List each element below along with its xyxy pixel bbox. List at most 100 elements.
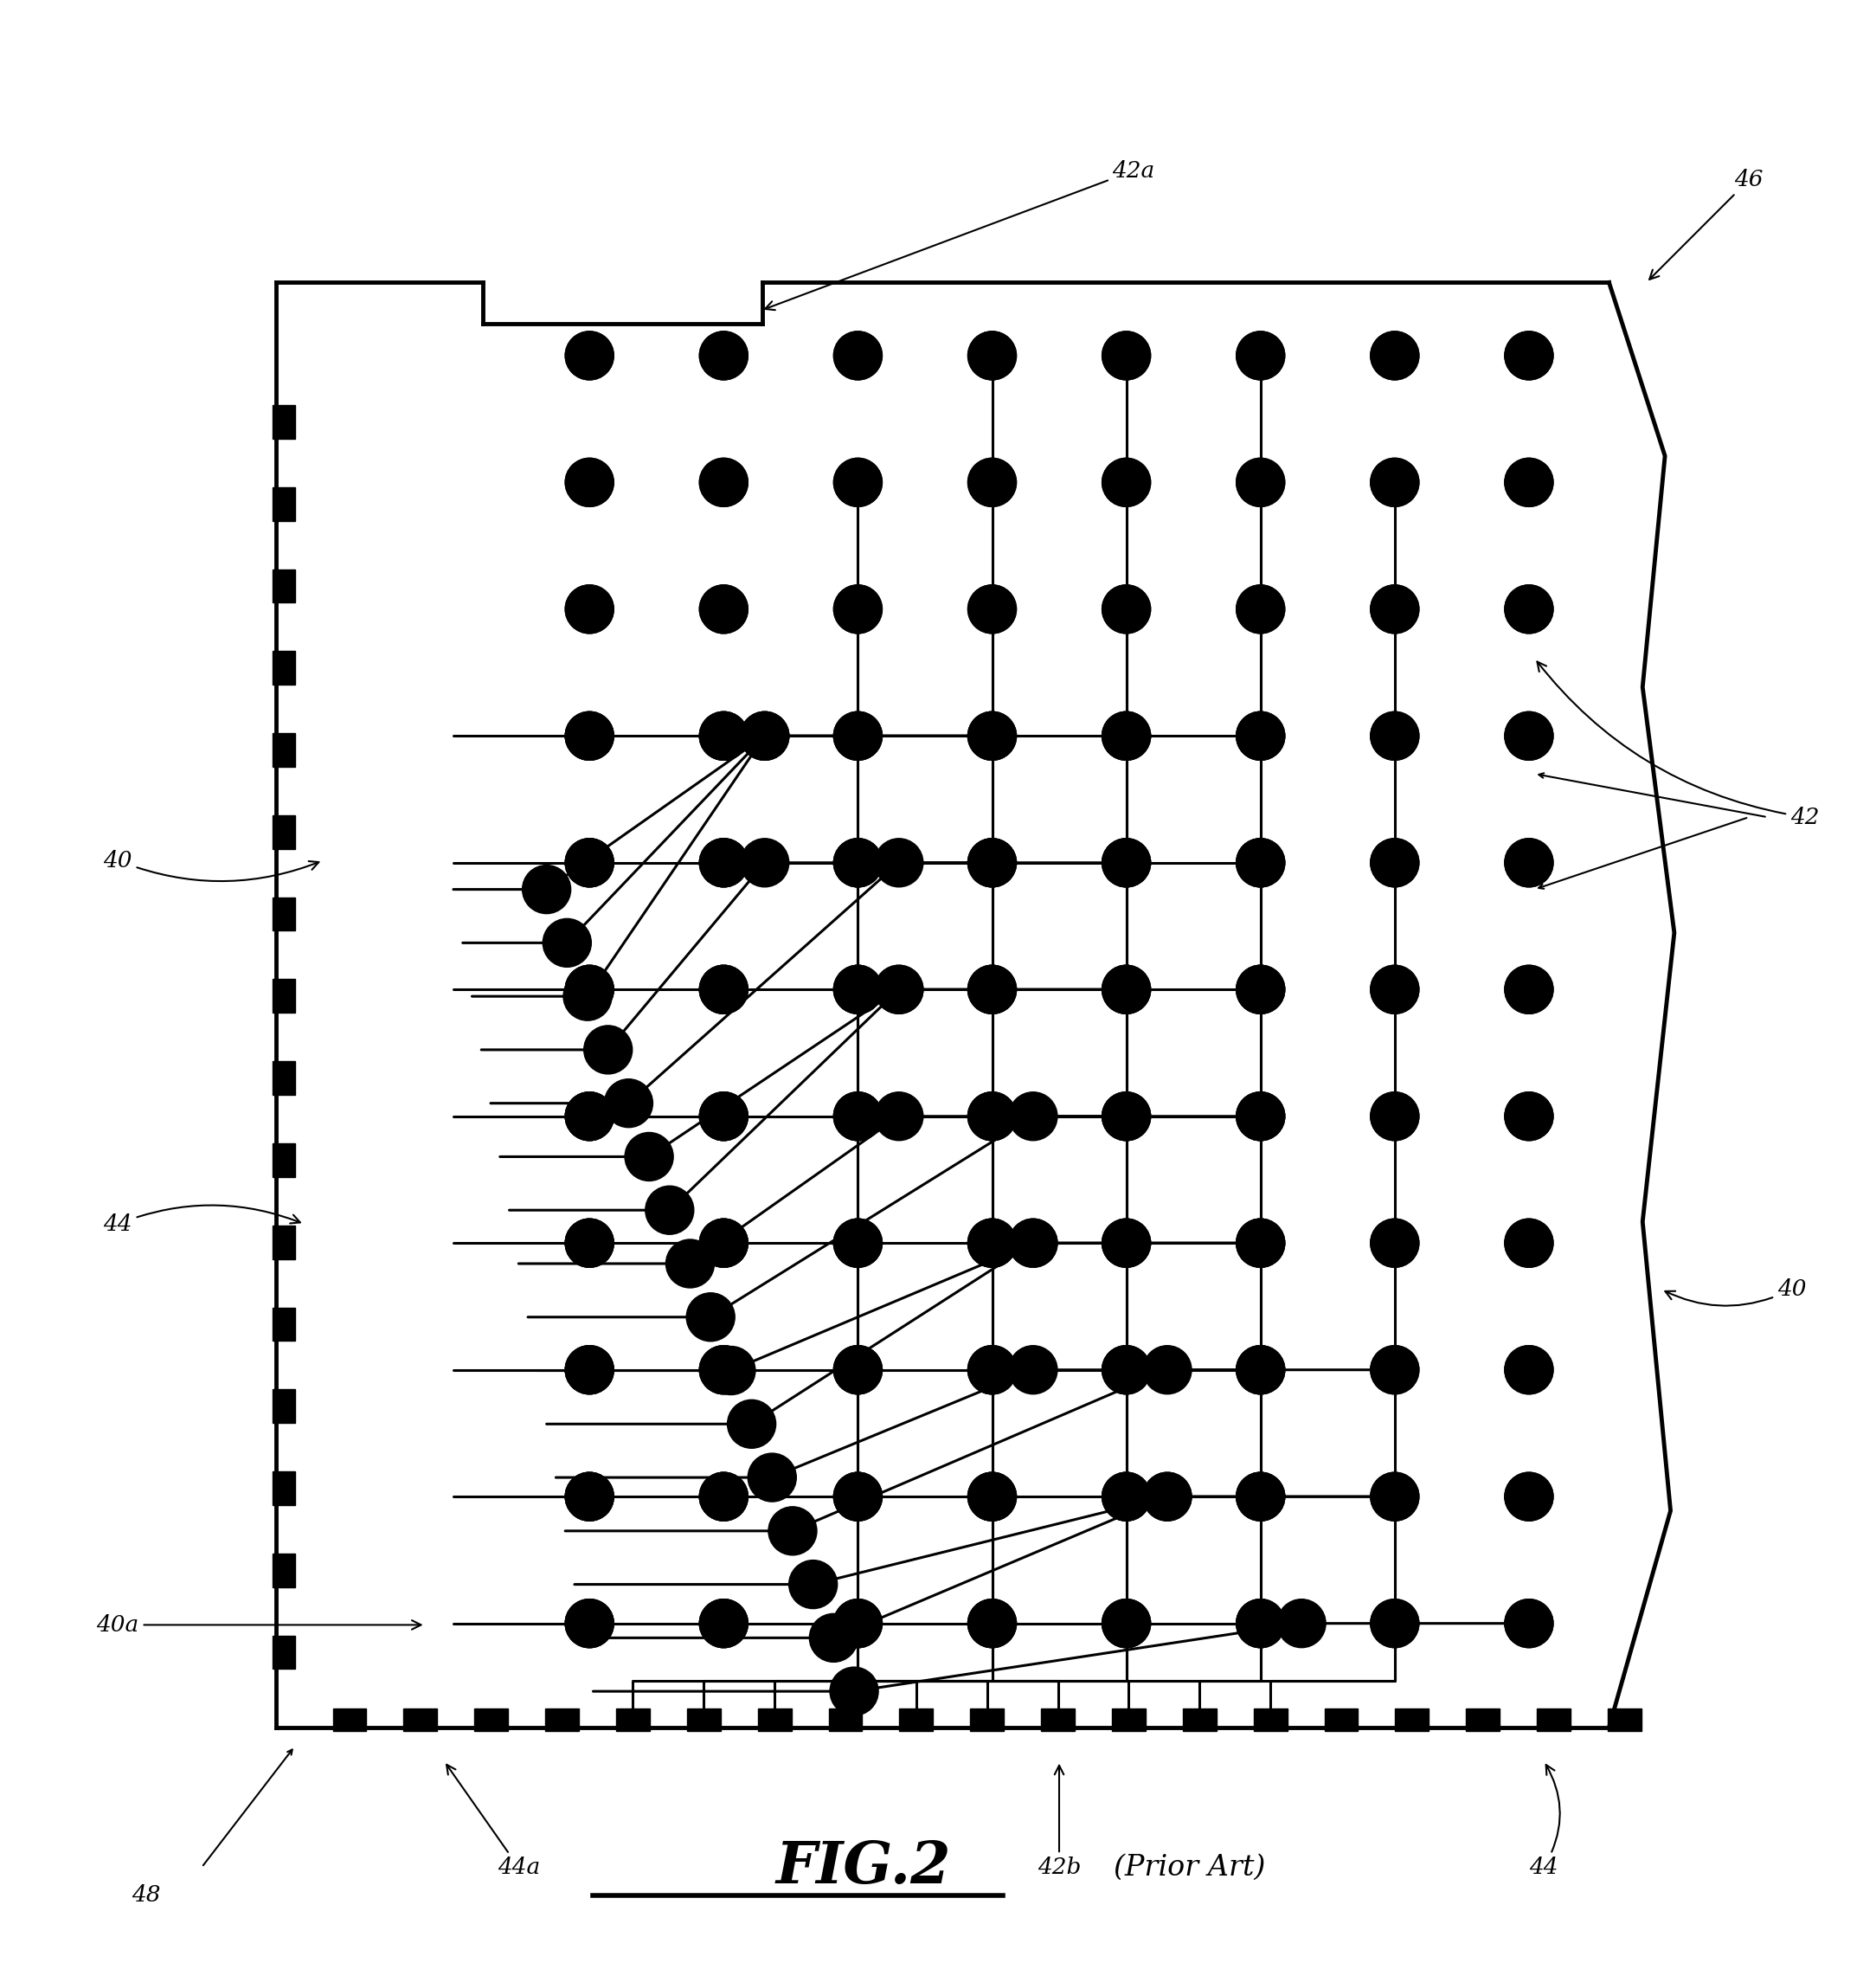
Bar <box>1467 1708 1499 1730</box>
Bar <box>332 1708 366 1730</box>
Circle shape <box>1371 712 1418 761</box>
Circle shape <box>1371 1219 1418 1266</box>
Circle shape <box>565 1346 613 1393</box>
Circle shape <box>833 1219 882 1266</box>
Circle shape <box>833 585 882 634</box>
Text: 42: 42 <box>1536 662 1820 828</box>
Circle shape <box>1371 1346 1418 1393</box>
Circle shape <box>700 331 749 381</box>
Circle shape <box>1101 1092 1150 1140</box>
Circle shape <box>968 458 1017 507</box>
Bar <box>272 404 295 438</box>
Text: 42b: 42b <box>1037 1766 1081 1879</box>
Circle shape <box>968 331 1017 381</box>
Circle shape <box>968 1599 1017 1647</box>
Circle shape <box>565 1346 613 1393</box>
Circle shape <box>833 838 882 888</box>
Circle shape <box>1505 1599 1553 1647</box>
Circle shape <box>1236 1092 1285 1140</box>
Circle shape <box>833 1473 882 1520</box>
Circle shape <box>1236 838 1285 888</box>
Text: FIG.2: FIG.2 <box>777 1839 951 1895</box>
Circle shape <box>1505 1219 1553 1266</box>
Circle shape <box>968 1473 1017 1520</box>
Circle shape <box>1505 585 1553 634</box>
Circle shape <box>1142 1473 1191 1520</box>
Bar <box>1041 1708 1075 1730</box>
Circle shape <box>1236 585 1285 634</box>
Circle shape <box>645 1185 694 1235</box>
Circle shape <box>565 838 613 888</box>
Circle shape <box>1371 458 1418 507</box>
Circle shape <box>874 965 923 1013</box>
Circle shape <box>700 1092 749 1140</box>
Circle shape <box>1236 1599 1285 1647</box>
Circle shape <box>565 1219 613 1266</box>
Circle shape <box>565 1219 613 1266</box>
Circle shape <box>1371 1473 1418 1520</box>
Bar <box>1396 1708 1430 1730</box>
Circle shape <box>1101 331 1150 381</box>
Circle shape <box>565 712 613 761</box>
Circle shape <box>1371 585 1418 634</box>
Circle shape <box>833 331 882 381</box>
Circle shape <box>1101 712 1150 761</box>
Text: 40: 40 <box>103 850 319 882</box>
Circle shape <box>565 1599 613 1647</box>
Circle shape <box>565 585 613 634</box>
Circle shape <box>1101 965 1150 1013</box>
Circle shape <box>968 1473 1017 1520</box>
Circle shape <box>1101 1599 1150 1647</box>
Circle shape <box>1101 712 1150 761</box>
Bar <box>1324 1708 1358 1730</box>
Circle shape <box>1101 458 1150 507</box>
Circle shape <box>1236 1473 1285 1520</box>
Circle shape <box>1101 1346 1150 1393</box>
Circle shape <box>1505 712 1553 761</box>
Circle shape <box>968 965 1017 1013</box>
Circle shape <box>1371 585 1418 634</box>
Circle shape <box>1505 331 1553 381</box>
Circle shape <box>741 712 790 761</box>
Circle shape <box>968 1599 1017 1647</box>
Text: 40: 40 <box>1666 1278 1807 1306</box>
Bar <box>272 569 295 603</box>
Circle shape <box>833 965 882 1013</box>
Circle shape <box>741 838 790 888</box>
Circle shape <box>1505 712 1553 761</box>
Circle shape <box>1236 1473 1285 1520</box>
Circle shape <box>968 1473 1017 1520</box>
Circle shape <box>1505 1092 1553 1140</box>
Circle shape <box>833 712 882 761</box>
Circle shape <box>1505 1346 1553 1393</box>
Circle shape <box>707 1346 756 1395</box>
Circle shape <box>1101 1473 1150 1520</box>
Circle shape <box>968 1092 1017 1140</box>
Circle shape <box>700 965 749 1013</box>
Bar <box>272 1635 295 1669</box>
Circle shape <box>565 1599 613 1647</box>
Bar <box>1536 1708 1570 1730</box>
Circle shape <box>1101 1346 1150 1393</box>
Circle shape <box>666 1239 715 1288</box>
Bar <box>272 1225 295 1259</box>
Circle shape <box>1101 712 1150 761</box>
Text: 44: 44 <box>103 1205 300 1235</box>
Circle shape <box>833 965 882 1013</box>
Circle shape <box>833 1473 882 1520</box>
Circle shape <box>968 1219 1017 1266</box>
Circle shape <box>1371 712 1418 761</box>
Circle shape <box>1236 712 1285 761</box>
Circle shape <box>700 1219 749 1266</box>
Circle shape <box>1236 1219 1285 1266</box>
Circle shape <box>833 838 882 888</box>
Text: 48: 48 <box>131 1885 159 1907</box>
Circle shape <box>565 458 613 507</box>
Bar <box>546 1708 580 1730</box>
Circle shape <box>700 1346 749 1393</box>
Circle shape <box>1236 1219 1285 1266</box>
Circle shape <box>833 458 882 507</box>
Circle shape <box>700 712 749 761</box>
Circle shape <box>833 965 882 1013</box>
Circle shape <box>1505 585 1553 634</box>
